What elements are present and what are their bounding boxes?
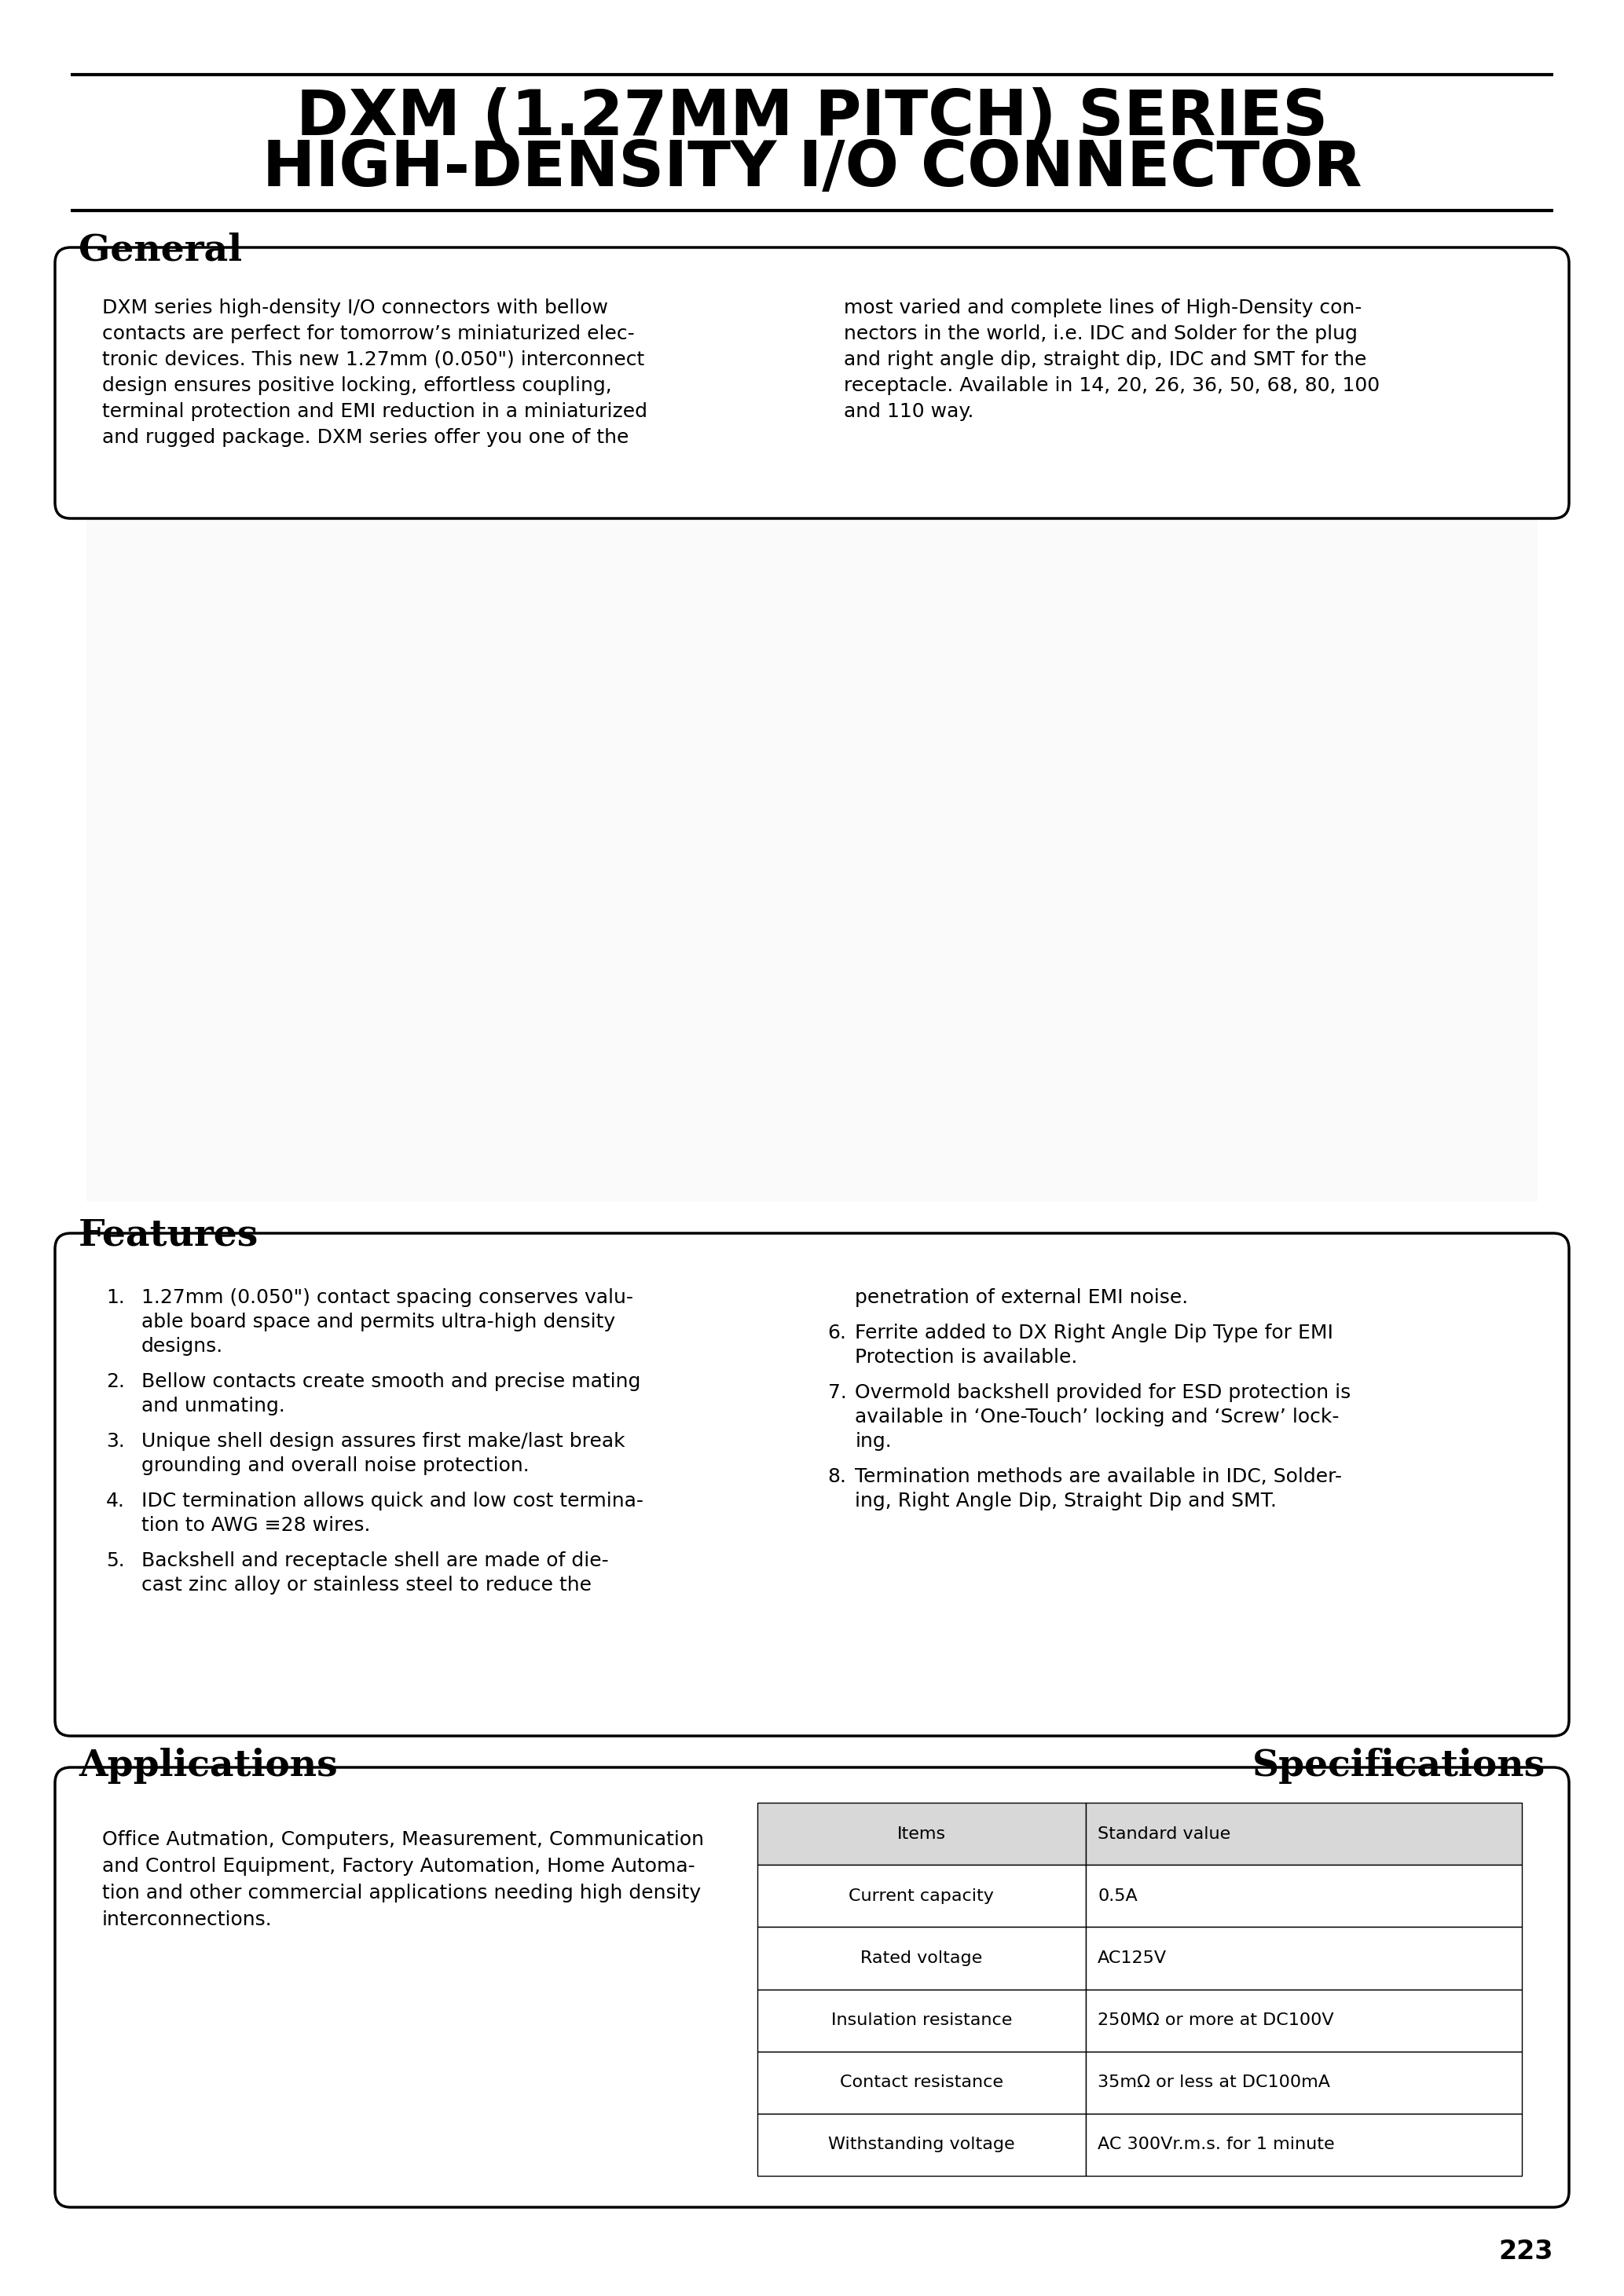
Text: and 110 way.: and 110 way.	[843, 402, 973, 420]
Text: designs.: designs.	[141, 1336, 224, 1355]
Text: Unique shell design assures first make/last break: Unique shell design assures first make/l…	[141, 1433, 625, 1451]
Text: and rugged package. DXM series offer you one of the: and rugged package. DXM series offer you…	[102, 427, 628, 448]
Text: Current capacity: Current capacity	[849, 1887, 994, 1903]
Text: able board space and permits ultra-high density: able board space and permits ultra-high …	[141, 1313, 615, 1332]
Text: Withstanding voltage: Withstanding voltage	[828, 2138, 1015, 2154]
Bar	[757, 1864, 1086, 1926]
Text: 6.: 6.	[828, 1322, 846, 1343]
FancyBboxPatch shape	[55, 248, 1569, 519]
Text: nectors in the world, i.e. IDC and Solder for the plug: nectors in the world, i.e. IDC and Solde…	[843, 324, 1358, 344]
Text: Office Autmation, Computers, Measurement, Communication: Office Autmation, Computers, Measurement…	[102, 1830, 703, 1848]
Text: grounding and overall noise protection.: grounding and overall noise protection.	[141, 1456, 529, 1474]
Text: Standard value: Standard value	[1098, 1825, 1231, 1841]
FancyBboxPatch shape	[55, 1233, 1569, 1736]
Text: tion to AWG ≡28 wires.: tion to AWG ≡28 wires.	[141, 1515, 370, 1534]
Text: IDC termination allows quick and low cost termina-: IDC termination allows quick and low cos…	[141, 1492, 643, 1511]
Text: AC 300Vr.m.s. for 1 minute: AC 300Vr.m.s. for 1 minute	[1098, 2138, 1335, 2154]
Text: HIGH-DENSITY I/O CONNECTOR: HIGH-DENSITY I/O CONNECTOR	[261, 138, 1363, 200]
Text: tion and other commercial applications needing high density: tion and other commercial applications n…	[102, 1883, 702, 1903]
Text: cast zinc alloy or stainless steel to reduce the: cast zinc alloy or stainless steel to re…	[141, 1575, 591, 1593]
Bar	[757, 1926, 1086, 1988]
Text: 2.: 2.	[106, 1373, 125, 1391]
Text: 1.27mm (0.050") contact spacing conserves valu-: 1.27mm (0.050") contact spacing conserve…	[141, 1288, 633, 1306]
Text: most varied and complete lines of High-Density con-: most varied and complete lines of High-D…	[843, 298, 1361, 317]
Text: ing, Right Angle Dip, Straight Dip and SMT.: ing, Right Angle Dip, Straight Dip and S…	[856, 1492, 1276, 1511]
Text: and right angle dip, straight dip, IDC and SMT for the: and right angle dip, straight dip, IDC a…	[843, 351, 1366, 370]
Text: Termination methods are available in IDC, Solder-: Termination methods are available in IDC…	[856, 1467, 1343, 1486]
Text: ing.: ing.	[856, 1433, 892, 1451]
Bar	[1086, 2050, 1522, 2115]
Text: Specifications: Specifications	[1252, 1747, 1546, 1784]
Text: Ferrite added to DX Right Angle Dip Type for EMI: Ferrite added to DX Right Angle Dip Type…	[856, 1322, 1333, 1343]
Text: and Control Equipment, Factory Automation, Home Automa-: and Control Equipment, Factory Automatio…	[102, 1857, 695, 1876]
Text: Applications: Applications	[78, 1747, 338, 1784]
Bar	[757, 1988, 1086, 2050]
Text: 4.: 4.	[106, 1492, 125, 1511]
Text: Items: Items	[896, 1825, 945, 1841]
Text: Features: Features	[78, 1217, 258, 1254]
Bar	[1086, 1864, 1522, 1926]
Text: Protection is available.: Protection is available.	[856, 1348, 1078, 1366]
Text: 223: 223	[1499, 2239, 1553, 2264]
Text: DXM (1.27MM PITCH) SERIES: DXM (1.27MM PITCH) SERIES	[296, 87, 1328, 149]
Text: General: General	[78, 232, 242, 269]
Text: 35mΩ or less at DC100mA: 35mΩ or less at DC100mA	[1098, 2076, 1330, 2089]
Text: 5.: 5.	[106, 1552, 125, 1570]
Text: 8.: 8.	[828, 1467, 846, 1486]
FancyBboxPatch shape	[55, 1768, 1569, 2206]
Text: Contact resistance: Contact resistance	[840, 2076, 1004, 2089]
Text: DXM series high-density I/O connectors with bellow: DXM series high-density I/O connectors w…	[102, 298, 607, 317]
Text: Overmold backshell provided for ESD protection is: Overmold backshell provided for ESD prot…	[856, 1382, 1351, 1403]
Bar	[757, 2050, 1086, 2115]
Text: AC125V: AC125V	[1098, 1949, 1168, 1965]
Bar	[1086, 1802, 1522, 1864]
Bar	[86, 519, 1538, 1201]
Bar	[1086, 1988, 1522, 2050]
Text: Bellow contacts create smooth and precise mating: Bellow contacts create smooth and precis…	[141, 1373, 640, 1391]
Bar	[1086, 1926, 1522, 1988]
Text: 1.: 1.	[106, 1288, 125, 1306]
Text: terminal protection and EMI reduction in a miniaturized: terminal protection and EMI reduction in…	[102, 402, 648, 420]
Text: Rated voltage: Rated voltage	[861, 1949, 983, 1965]
Text: penetration of external EMI noise.: penetration of external EMI noise.	[856, 1288, 1189, 1306]
Text: Insulation resistance: Insulation resistance	[831, 2014, 1012, 2027]
Text: and unmating.: and unmating.	[141, 1396, 286, 1414]
Text: receptacle. Available in 14, 20, 26, 36, 50, 68, 80, 100: receptacle. Available in 14, 20, 26, 36,…	[843, 377, 1379, 395]
Text: available in ‘One-Touch’ locking and ‘Screw’ lock-: available in ‘One-Touch’ locking and ‘Sc…	[856, 1407, 1340, 1426]
Text: interconnections.: interconnections.	[102, 1910, 273, 1929]
Text: tronic devices. This new 1.27mm (0.050") interconnect: tronic devices. This new 1.27mm (0.050")…	[102, 351, 645, 370]
Bar	[757, 2115, 1086, 2177]
Bar	[1086, 2115, 1522, 2177]
Text: 3.: 3.	[106, 1433, 125, 1451]
Text: contacts are perfect for tomorrow’s miniaturized elec-: contacts are perfect for tomorrow’s mini…	[102, 324, 635, 344]
Text: 0.5A: 0.5A	[1098, 1887, 1137, 1903]
Text: design ensures positive locking, effortless coupling,: design ensures positive locking, effortl…	[102, 377, 612, 395]
Text: Backshell and receptacle shell are made of die-: Backshell and receptacle shell are made …	[141, 1552, 609, 1570]
Bar	[757, 1802, 1086, 1864]
Text: 7.: 7.	[828, 1382, 846, 1403]
Text: 250MΩ or more at DC100V: 250MΩ or more at DC100V	[1098, 2014, 1333, 2027]
